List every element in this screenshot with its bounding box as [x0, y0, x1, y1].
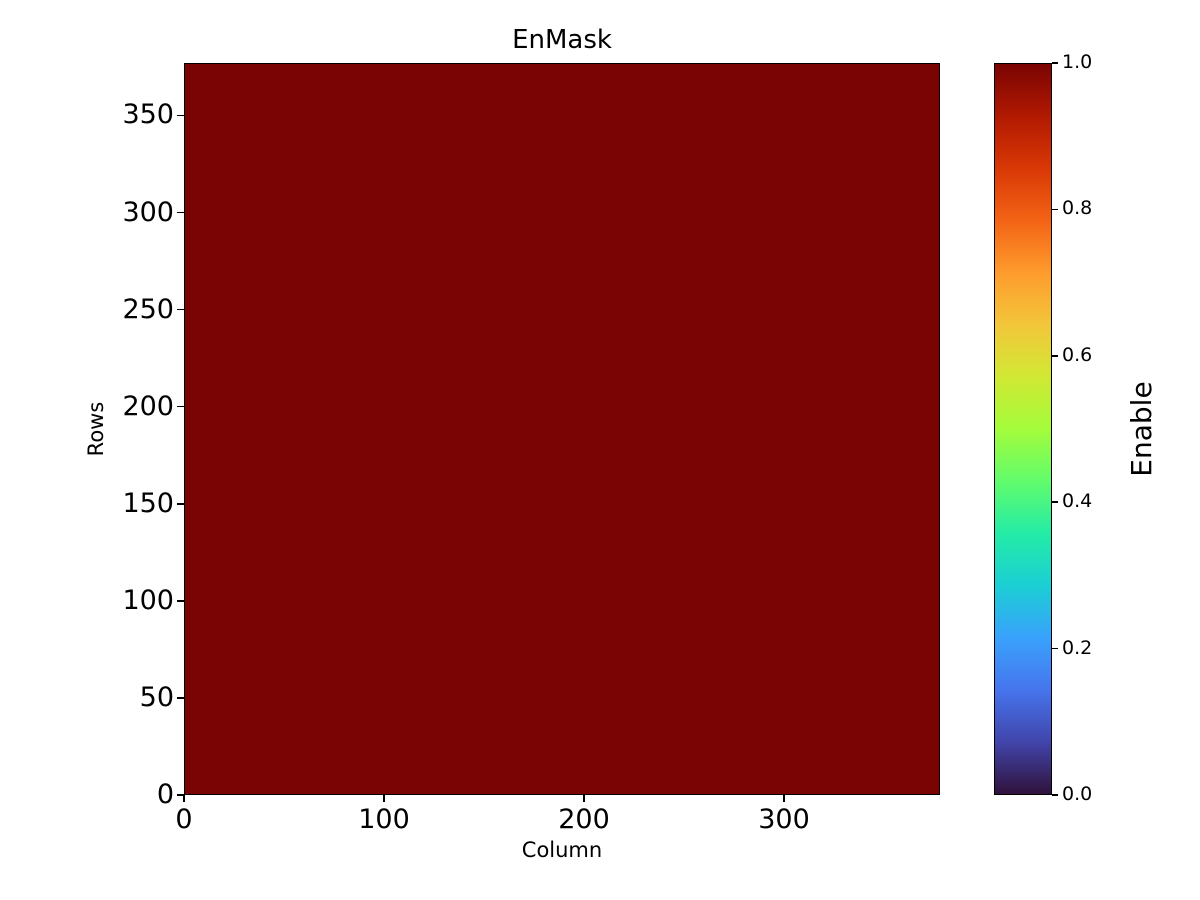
colorbar-label: Enable [1125, 381, 1158, 477]
x-tick-label: 100 [358, 804, 410, 835]
x-tick-label: 0 [175, 804, 193, 835]
x-tick-label: 300 [758, 804, 810, 835]
y-tick-label: 300 [122, 196, 174, 228]
page-title: EnMask [512, 25, 612, 55]
y-tick-label: 0 [156, 779, 174, 810]
colorbar-tick-label: 0.0 [1062, 783, 1093, 805]
y-tick-label: 250 [122, 293, 174, 325]
x-tick-mark [783, 795, 785, 802]
x-tick-mark [383, 795, 385, 802]
y-tick-mark [177, 502, 184, 505]
colorbar-gradient [995, 64, 1051, 794]
y-tick-label: 200 [122, 390, 174, 422]
y-tick-label: 350 [122, 99, 174, 131]
colorbar-tick-label: 0.8 [1062, 197, 1093, 220]
y-tick-label: 50 [139, 681, 174, 713]
y-tick-mark [177, 405, 184, 408]
x-tick-mark [183, 795, 185, 802]
colorbar-tick-mark [1052, 62, 1058, 64]
colorbar-tick-mark [1052, 647, 1058, 650]
colorbar[interactable] [994, 63, 1052, 795]
colorbar-tick-mark [1052, 501, 1058, 503]
heatmap-image [185, 64, 939, 794]
y-axis-label: Rows [84, 401, 108, 457]
y-tick-label: 150 [122, 487, 174, 519]
heatmap-plot-area[interactable] [184, 63, 940, 795]
colorbar-tick-mark [1052, 208, 1058, 211]
colorbar-tick-label: 1.0 [1062, 51, 1093, 73]
y-tick-label: 100 [122, 584, 174, 616]
y-tick-mark [177, 697, 184, 699]
colorbar-tick-label: 0.4 [1062, 490, 1093, 513]
colorbar-tick-mark [1052, 794, 1058, 796]
colorbar-tick-mark [1052, 355, 1058, 357]
colorbar-tick-label: 0.6 [1062, 343, 1093, 366]
y-tick-mark [177, 794, 184, 796]
y-tick-mark [177, 114, 184, 117]
x-tick-label: 200 [558, 804, 610, 835]
colorbar-tick-label: 0.2 [1062, 636, 1093, 659]
y-tick-mark [177, 308, 184, 311]
y-tick-mark [177, 211, 184, 214]
x-axis-label: Column [521, 838, 603, 862]
y-tick-mark [177, 600, 184, 602]
x-tick-mark [583, 795, 585, 802]
